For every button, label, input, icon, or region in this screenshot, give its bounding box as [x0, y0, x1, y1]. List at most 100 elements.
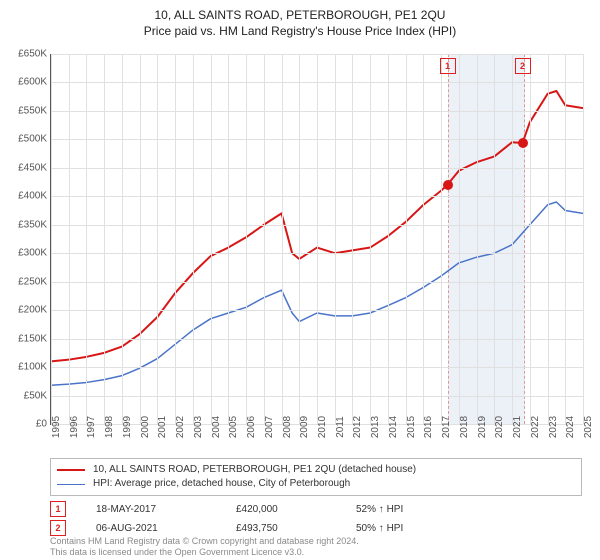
x-axis-label: 2012	[352, 416, 363, 438]
y-axis-label: £400K	[18, 191, 47, 202]
gridline-vertical	[352, 54, 353, 424]
x-axis-label: 2025	[583, 416, 594, 438]
transaction-date: 18-MAY-2017	[96, 504, 206, 515]
transaction-marker-dot	[443, 180, 453, 190]
x-axis-label: 2022	[530, 416, 541, 438]
x-axis-label: 2018	[459, 416, 470, 438]
x-axis-label: 2004	[211, 416, 222, 438]
gridline-vertical	[264, 54, 265, 424]
x-axis-label: 2014	[388, 416, 399, 438]
transaction-marker-label: 1	[440, 58, 456, 74]
footer-attribution: Contains HM Land Registry data © Crown c…	[50, 536, 582, 559]
y-axis-label: £600K	[18, 77, 47, 88]
legend-box: 10, ALL SAINTS ROAD, PETERBOROUGH, PE1 2…	[50, 458, 582, 496]
gridline-vertical	[51, 54, 52, 424]
y-axis-label: £450K	[18, 162, 47, 173]
transaction-row: 1 18-MAY-2017 £420,000 52% ↑ HPI	[50, 501, 582, 517]
gridline-vertical	[494, 54, 495, 424]
x-axis-label: 2006	[246, 416, 257, 438]
x-axis-label: 1997	[86, 416, 97, 438]
x-axis-label: 2010	[317, 416, 328, 438]
x-axis-label: 1995	[51, 416, 62, 438]
footer-line-2: This data is licensed under the Open Gov…	[50, 547, 582, 558]
gridline-vertical	[406, 54, 407, 424]
gridline-vertical	[423, 54, 424, 424]
transaction-index-box: 1	[50, 501, 66, 517]
chart-container: 10, ALL SAINTS ROAD, PETERBOROUGH, PE1 2…	[0, 0, 600, 560]
x-axis-label: 2001	[157, 416, 168, 438]
y-axis-label: £100K	[18, 362, 47, 373]
gridline-vertical	[282, 54, 283, 424]
chart-subtitle: Price paid vs. HM Land Registry's House …	[0, 24, 600, 38]
transaction-price: £493,750	[236, 523, 326, 534]
legend-label: HPI: Average price, detached house, City…	[93, 477, 350, 491]
title-block: 10, ALL SAINTS ROAD, PETERBOROUGH, PE1 2…	[0, 0, 600, 38]
x-axis-label: 2000	[140, 416, 151, 438]
gridline-vertical	[388, 54, 389, 424]
y-axis-label: £300K	[18, 248, 47, 259]
x-axis-label: 2011	[335, 416, 346, 438]
gridline-vertical	[104, 54, 105, 424]
gridline-vertical	[69, 54, 70, 424]
legend-item: 10, ALL SAINTS ROAD, PETERBOROUGH, PE1 2…	[57, 463, 575, 477]
y-axis-label: £200K	[18, 305, 47, 316]
footer-line-1: Contains HM Land Registry data © Crown c…	[50, 536, 582, 547]
gridline-vertical	[530, 54, 531, 424]
transaction-index-box: 2	[50, 520, 66, 536]
legend-item: HPI: Average price, detached house, City…	[57, 477, 575, 491]
gridline-vertical	[140, 54, 141, 424]
transaction-delta: 52% ↑ HPI	[356, 504, 403, 515]
x-axis-label: 1998	[104, 416, 115, 438]
transaction-date: 06-AUG-2021	[96, 523, 206, 534]
y-axis-label: £650K	[18, 49, 47, 60]
gridline-vertical	[477, 54, 478, 424]
gridline-vertical	[583, 54, 584, 424]
gridline-vertical	[193, 54, 194, 424]
chart-title: 10, ALL SAINTS ROAD, PETERBOROUGH, PE1 2…	[0, 8, 600, 22]
x-axis-label: 2013	[370, 416, 381, 438]
x-axis-label: 2017	[441, 416, 452, 438]
x-axis-label: 2021	[512, 416, 523, 438]
y-axis-label: £550K	[18, 105, 47, 116]
transactions-block: 1 18-MAY-2017 £420,000 52% ↑ HPI 2 06-AUG-202…	[50, 498, 582, 536]
gridline-vertical	[459, 54, 460, 424]
gridline-vertical	[86, 54, 87, 424]
gridline-vertical	[175, 54, 176, 424]
gridline-vertical	[228, 54, 229, 424]
x-axis-label: 1999	[122, 416, 133, 438]
gridline-vertical	[299, 54, 300, 424]
y-axis-label: £0	[36, 419, 47, 430]
x-axis-label: 2003	[193, 416, 204, 438]
transaction-delta: 50% ↑ HPI	[356, 523, 403, 534]
x-axis-label: 2019	[477, 416, 488, 438]
transaction-marker-dot	[518, 138, 528, 148]
x-axis-label: 2016	[423, 416, 434, 438]
x-axis-label: 2015	[406, 416, 417, 438]
gridline-vertical	[512, 54, 513, 424]
x-axis-label: 2020	[494, 416, 505, 438]
y-axis-label: £150K	[18, 333, 47, 344]
y-axis-label: £250K	[18, 276, 47, 287]
transaction-row: 2 06-AUG-2021 £493,750 50% ↑ HPI	[50, 520, 582, 536]
gridline-vertical	[122, 54, 123, 424]
x-axis-label: 2007	[264, 416, 275, 438]
x-axis-label: 2024	[565, 416, 576, 438]
gridline-vertical	[441, 54, 442, 424]
gridline-vertical	[548, 54, 549, 424]
x-axis-label: 2009	[299, 416, 310, 438]
x-axis-label: 2005	[228, 416, 239, 438]
x-axis-label: 2002	[175, 416, 186, 438]
transaction-marker-label: 2	[515, 58, 531, 74]
legend-label: 10, ALL SAINTS ROAD, PETERBOROUGH, PE1 2…	[93, 463, 416, 477]
chart-plot-area: £0£50K£100K£150K£200K£250K£300K£350K£400…	[50, 54, 583, 425]
gridline-vertical	[211, 54, 212, 424]
gridline-vertical	[370, 54, 371, 424]
gridline-vertical	[317, 54, 318, 424]
x-axis-label: 1996	[69, 416, 80, 438]
legend-swatch	[57, 484, 85, 485]
gridline-vertical	[246, 54, 247, 424]
transaction-price: £420,000	[236, 504, 326, 515]
gridline-vertical	[157, 54, 158, 424]
legend-swatch	[57, 469, 85, 471]
gridline-vertical	[565, 54, 566, 424]
